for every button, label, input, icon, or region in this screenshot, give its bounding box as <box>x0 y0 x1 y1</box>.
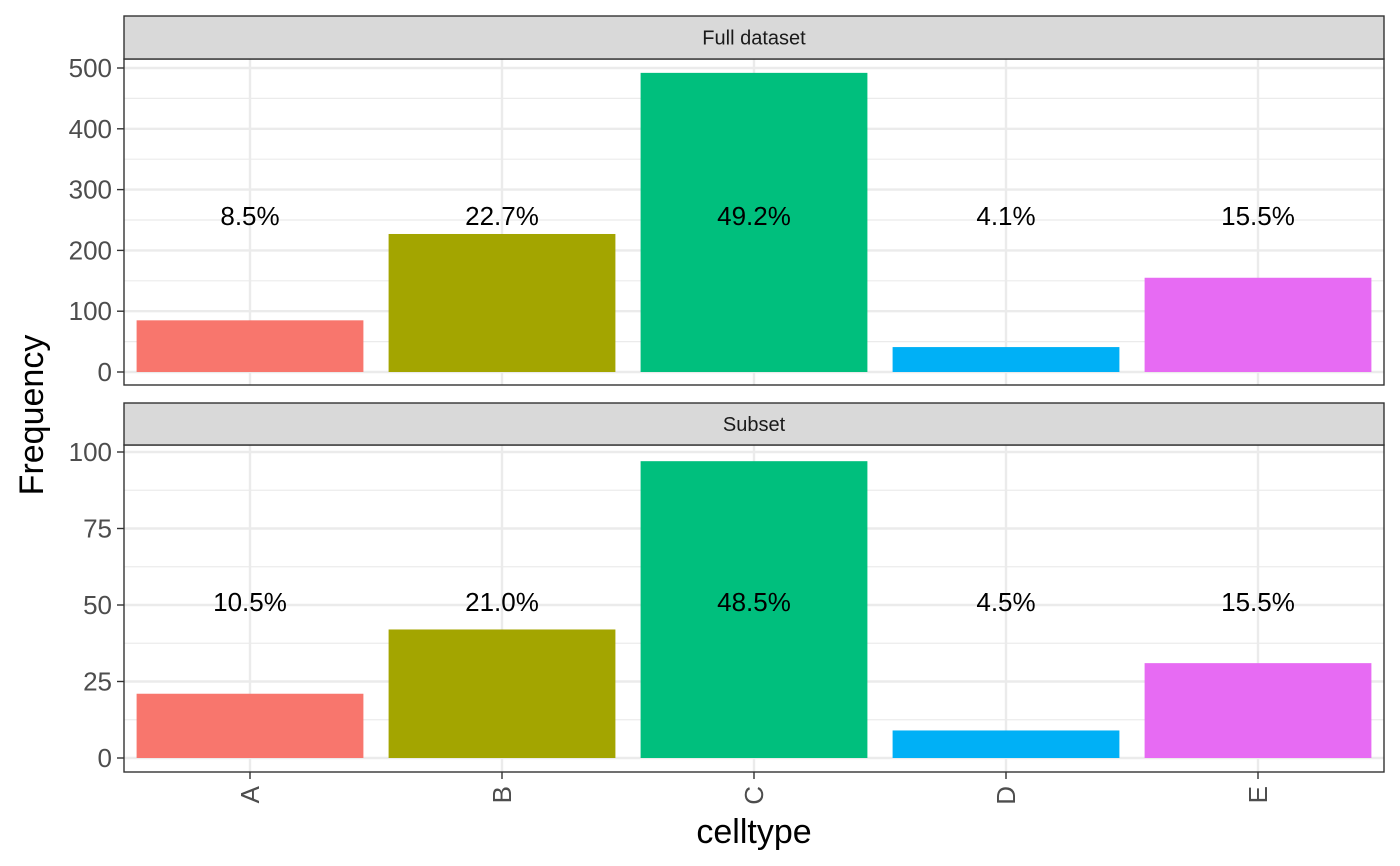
y-tick-label: 400 <box>69 114 112 144</box>
bar-a <box>136 693 364 758</box>
facet-strip <box>123 402 1385 446</box>
bar-b <box>388 629 616 758</box>
facet-panel-2: 10.5% 21.0% 48.5% 4.5% 15.5% Subset 0 25 50 75 100 <box>69 402 1385 773</box>
y-tick-label: 100 <box>69 437 112 467</box>
x-axis-ticks: A B C D E <box>235 772 1273 805</box>
x-tick-label-e: E <box>1243 786 1273 803</box>
bar-b <box>388 233 616 372</box>
x-axis-title: celltype <box>696 813 811 851</box>
bar-label-d: 4.5% <box>976 587 1035 617</box>
y-tick-label: 75 <box>83 514 112 544</box>
x-tick-label-b: B <box>487 786 517 803</box>
y-axis-title: Frequency <box>13 335 51 496</box>
y-tick-label: 300 <box>69 175 112 205</box>
bar-label-a: 10.5% <box>213 587 287 617</box>
y-tick-label: 50 <box>83 590 112 620</box>
bar-label-c: 48.5% <box>717 587 791 617</box>
facet-strip <box>123 15 1385 60</box>
x-tick-label-d: D <box>991 786 1021 805</box>
bar-label-d: 4.1% <box>976 201 1035 231</box>
bar-e <box>1144 277 1372 372</box>
bar-d <box>892 347 1120 372</box>
bar-label-c: 49.2% <box>717 201 791 231</box>
bar-label-b: 21.0% <box>465 587 539 617</box>
bar-label-e: 15.5% <box>1221 587 1295 617</box>
facet-panel-1: 8.5% 22.7% 49.2% 4.1% 15.5% Full dataset 0 100 2… <box>69 15 1385 387</box>
bar-d <box>892 730 1120 758</box>
facet-strip-title: Full dataset <box>702 28 806 50</box>
y-tick-label: 500 <box>69 53 112 83</box>
y-tick-label: 0 <box>98 357 112 387</box>
x-tick-label-a: A <box>235 785 265 803</box>
y-tick-label: 25 <box>83 667 112 697</box>
bar-c <box>640 461 868 758</box>
bar-e <box>1144 663 1372 758</box>
facet-strip-title: Subset <box>723 414 786 436</box>
bar-label-e: 15.5% <box>1221 201 1295 231</box>
bar-label-a: 8.5% <box>220 201 279 231</box>
panels-group: 8.5% 22.7% 49.2% 4.1% 15.5% Full dataset 0 100 2… <box>69 15 1385 773</box>
y-tick-label: 0 <box>98 743 112 773</box>
y-tick-label: 100 <box>69 296 112 326</box>
bar-label-b: 22.7% <box>465 201 539 231</box>
bar-a <box>136 320 364 372</box>
x-tick-label-c: C <box>739 786 769 805</box>
y-tick-label: 200 <box>69 235 112 265</box>
bar-c <box>640 72 868 372</box>
